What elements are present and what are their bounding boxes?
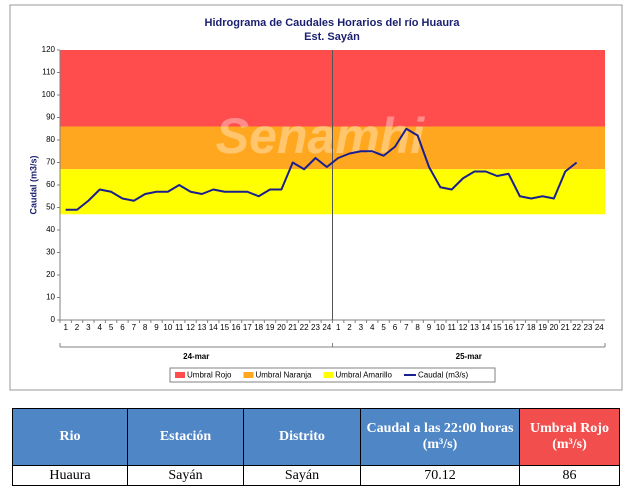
x-tick-label: 24 <box>322 323 331 332</box>
group-label: 24-mar <box>183 352 209 361</box>
legend-label: Umbral Amarillo <box>336 371 393 380</box>
x-tick-label: 1 <box>63 323 68 332</box>
x-tick-label: 18 <box>527 323 536 332</box>
x-tick-label: 9 <box>427 323 432 332</box>
header-cell: Distrito <box>243 408 361 466</box>
x-tick-label: 3 <box>359 323 364 332</box>
legend-label: Umbral Naranja <box>255 371 312 380</box>
y-tick-label: 20 <box>46 270 55 279</box>
x-tick-label: 24 <box>595 323 604 332</box>
x-tick-label: 13 <box>470 323 479 332</box>
y-tick-label: 120 <box>42 45 56 54</box>
legend-label: Caudal (m3/s) <box>418 371 469 380</box>
header-row: Rio Estación Distrito Caudal a las 22:00… <box>12 408 620 466</box>
x-tick-label: 16 <box>504 323 513 332</box>
x-tick-label: 11 <box>448 323 457 332</box>
flow-line <box>65 127 578 211</box>
x-tick-label: 17 <box>515 323 524 332</box>
header-cell: Estación <box>127 408 244 466</box>
x-tick-label: 15 <box>220 323 229 332</box>
cell: Huaura <box>12 465 128 486</box>
x-tick-label: 3 <box>86 323 91 332</box>
x-tick-label: 12 <box>459 323 468 332</box>
x-tick-label: 5 <box>109 323 114 332</box>
y-tick-label: 60 <box>46 180 55 189</box>
x-tick-label: 9 <box>154 323 159 332</box>
x-tick-label: 6 <box>120 323 125 332</box>
y-tick-label: 0 <box>51 315 56 324</box>
x-tick-label: 17 <box>243 323 252 332</box>
chart-subtitle: Est. Sayán <box>304 31 360 43</box>
x-tick-label: 19 <box>538 323 547 332</box>
summary-table: Rio Estación Distrito Caudal a las 22:00… <box>12 408 620 486</box>
x-tick-label: 12 <box>186 323 195 332</box>
x-tick-label: 7 <box>404 323 409 332</box>
chart: Hidrograma de Caudales Horarios del río … <box>9 4 623 391</box>
x-tick-label: 20 <box>549 323 558 332</box>
x-tick-label: 4 <box>370 323 375 332</box>
x-tick-label: 7 <box>132 323 137 332</box>
x-tick-label: 23 <box>584 323 593 332</box>
x-tick-label: 11 <box>175 323 184 332</box>
group-label: 25-mar <box>456 352 482 361</box>
x-tick-label: 2 <box>75 323 80 332</box>
header-cell: Umbral Rojo (m³/s) <box>519 408 620 466</box>
x-tick-label: 14 <box>209 323 218 332</box>
cell: 86 <box>519 465 620 486</box>
legend-label: Umbral Rojo <box>187 371 232 380</box>
x-tick-label: 1 <box>336 323 341 332</box>
x-tick-label: 21 <box>561 323 570 332</box>
x-tick-label: 23 <box>311 323 320 332</box>
x-tick-label: 5 <box>381 323 386 332</box>
y-tick-label: 50 <box>46 203 55 212</box>
x-tick-label: 6 <box>393 323 398 332</box>
x-tick-label: 15 <box>493 323 502 332</box>
data-row: Huaura Sayán Sayán 70.12 86 <box>12 465 620 486</box>
y-axis-label: Caudal (m3/s) <box>28 155 38 214</box>
legend-swatch <box>323 372 334 378</box>
x-tick-label: 16 <box>232 323 241 332</box>
legend-swatch <box>243 372 254 378</box>
y-tick-label: 110 <box>42 68 55 77</box>
x-tick-label: 19 <box>266 323 275 332</box>
cell: Sayán <box>127 465 244 486</box>
header-cell: Rio <box>12 408 128 466</box>
watermark: Senamhi <box>216 108 426 164</box>
y-tick-label: 70 <box>46 158 55 167</box>
y-tick-label: 40 <box>46 225 55 234</box>
x-tick-label: 8 <box>415 323 420 332</box>
x-tick-label: 22 <box>300 323 309 332</box>
x-tick-label: 18 <box>254 323 263 332</box>
y-tick-label: 10 <box>46 293 55 302</box>
y-tick-label: 100 <box>42 90 56 99</box>
y-tick-label: 80 <box>46 135 55 144</box>
x-tick-label: 14 <box>481 323 490 332</box>
y-tick-label: 30 <box>46 248 55 257</box>
x-tick-label: 4 <box>98 323 103 332</box>
x-tick-label: 10 <box>436 323 445 332</box>
cell: Sayán <box>243 465 361 486</box>
x-tick-label: 20 <box>277 323 286 332</box>
x-tick-label: 22 <box>572 323 581 332</box>
x-tick-label: 21 <box>288 323 297 332</box>
x-tick-label: 10 <box>163 323 172 332</box>
header-cell: Caudal a las 22:00 horas (m³/s) <box>360 408 520 466</box>
chart-title: Hidrograma de Caudales Horarios del río … <box>205 17 461 29</box>
legend-swatch <box>175 372 185 378</box>
y-tick-label: 90 <box>46 113 55 122</box>
x-tick-label: 8 <box>143 323 148 332</box>
x-tick-label: 13 <box>197 323 206 332</box>
cell: 70.12 <box>360 465 520 486</box>
x-tick-label: 2 <box>347 323 352 332</box>
